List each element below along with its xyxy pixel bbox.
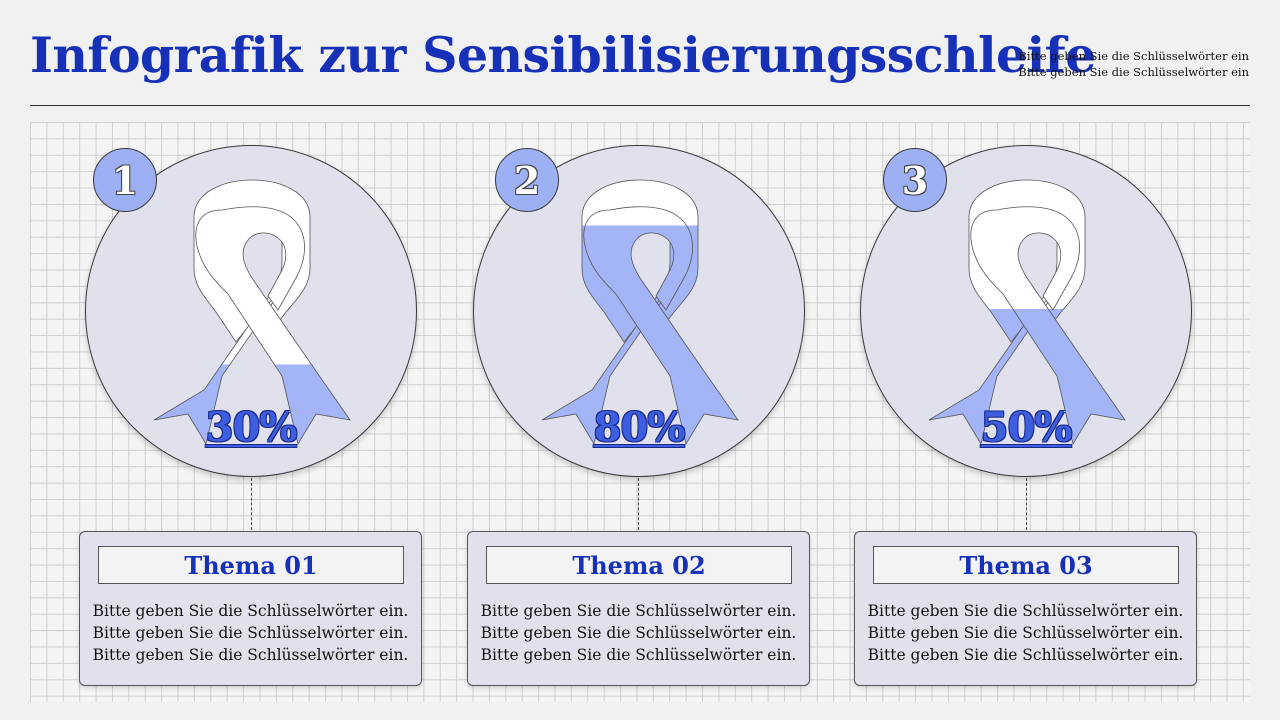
- topic-title-2: Thema 02: [486, 546, 792, 584]
- awareness-ribbon-icon: [153, 179, 351, 446]
- ribbon-shape: [928, 179, 1126, 446]
- topic-title-1: Thema 01: [98, 546, 404, 584]
- description-line: Bitte geben Sie die Schlüsselwörter ein.: [92, 624, 409, 642]
- description-line: Bitte geben Sie die Schlüsselwörter ein.: [480, 602, 797, 620]
- description-line: Bitte geben Sie die Schlüsselwörter ein.: [867, 646, 1184, 664]
- connector-line-3: [1026, 478, 1027, 530]
- description-line: Bitte geben Sie die Schlüsselwörter ein.: [92, 646, 409, 664]
- percent-label-1: 30%: [205, 404, 298, 451]
- connector-line-2: [638, 478, 639, 530]
- topic-title-3: Thema 03: [873, 546, 1179, 584]
- connector-line-1: [251, 478, 252, 530]
- ribbon-right-band: [970, 206, 1126, 446]
- header-keyword-line: Bitte geben Sie die Schlüsselwörter ein: [1018, 49, 1249, 63]
- page-title: Infografik zur Sensibilisierungsschleife: [30, 26, 1096, 84]
- ribbon-right-band: [583, 206, 739, 446]
- ribbon-shape: [153, 179, 351, 446]
- topic-description-3: Bitte geben Sie die Schlüsselwörter ein.…: [855, 600, 1196, 666]
- description-line: Bitte geben Sie die Schlüsselwörter ein.: [867, 624, 1184, 642]
- ribbon-shape: [541, 179, 739, 446]
- topic-description-2: Bitte geben Sie die Schlüsselwörter ein.…: [468, 600, 809, 666]
- description-line: Bitte geben Sie die Schlüsselwörter ein.: [480, 624, 797, 642]
- topic-description-1: Bitte geben Sie die Schlüsselwörter ein.…: [80, 600, 421, 666]
- percent-label-3: 50%: [980, 404, 1073, 451]
- title-divider: [30, 105, 1250, 106]
- step-number-badge-1: 1: [93, 148, 157, 212]
- topic-card-1: Thema 01 Bitte geben Sie die Schlüsselwö…: [79, 531, 422, 686]
- awareness-ribbon-icon: [928, 179, 1126, 446]
- awareness-ribbon-icon: [541, 179, 739, 446]
- topic-card-2: Thema 02 Bitte geben Sie die Schlüsselwö…: [467, 531, 810, 686]
- description-line: Bitte geben Sie die Schlüsselwörter ein.: [92, 602, 409, 620]
- description-line: Bitte geben Sie die Schlüsselwörter ein.: [867, 602, 1184, 620]
- step-number-badge-3: 3: [883, 148, 947, 212]
- step-number-badge-2: 2: [495, 148, 559, 212]
- description-line: Bitte geben Sie die Schlüsselwörter ein.: [480, 646, 797, 664]
- topic-card-3: Thema 03 Bitte geben Sie die Schlüsselwö…: [854, 531, 1197, 686]
- percent-label-2: 80%: [593, 404, 686, 451]
- ribbon-right-band: [195, 206, 351, 446]
- header-keyword-line: Bitte geben Sie die Schlüsselwörter ein: [1018, 64, 1249, 79]
- header-keywords: Bitte geben Sie die Schlüsselwörter ein …: [1018, 49, 1249, 80]
